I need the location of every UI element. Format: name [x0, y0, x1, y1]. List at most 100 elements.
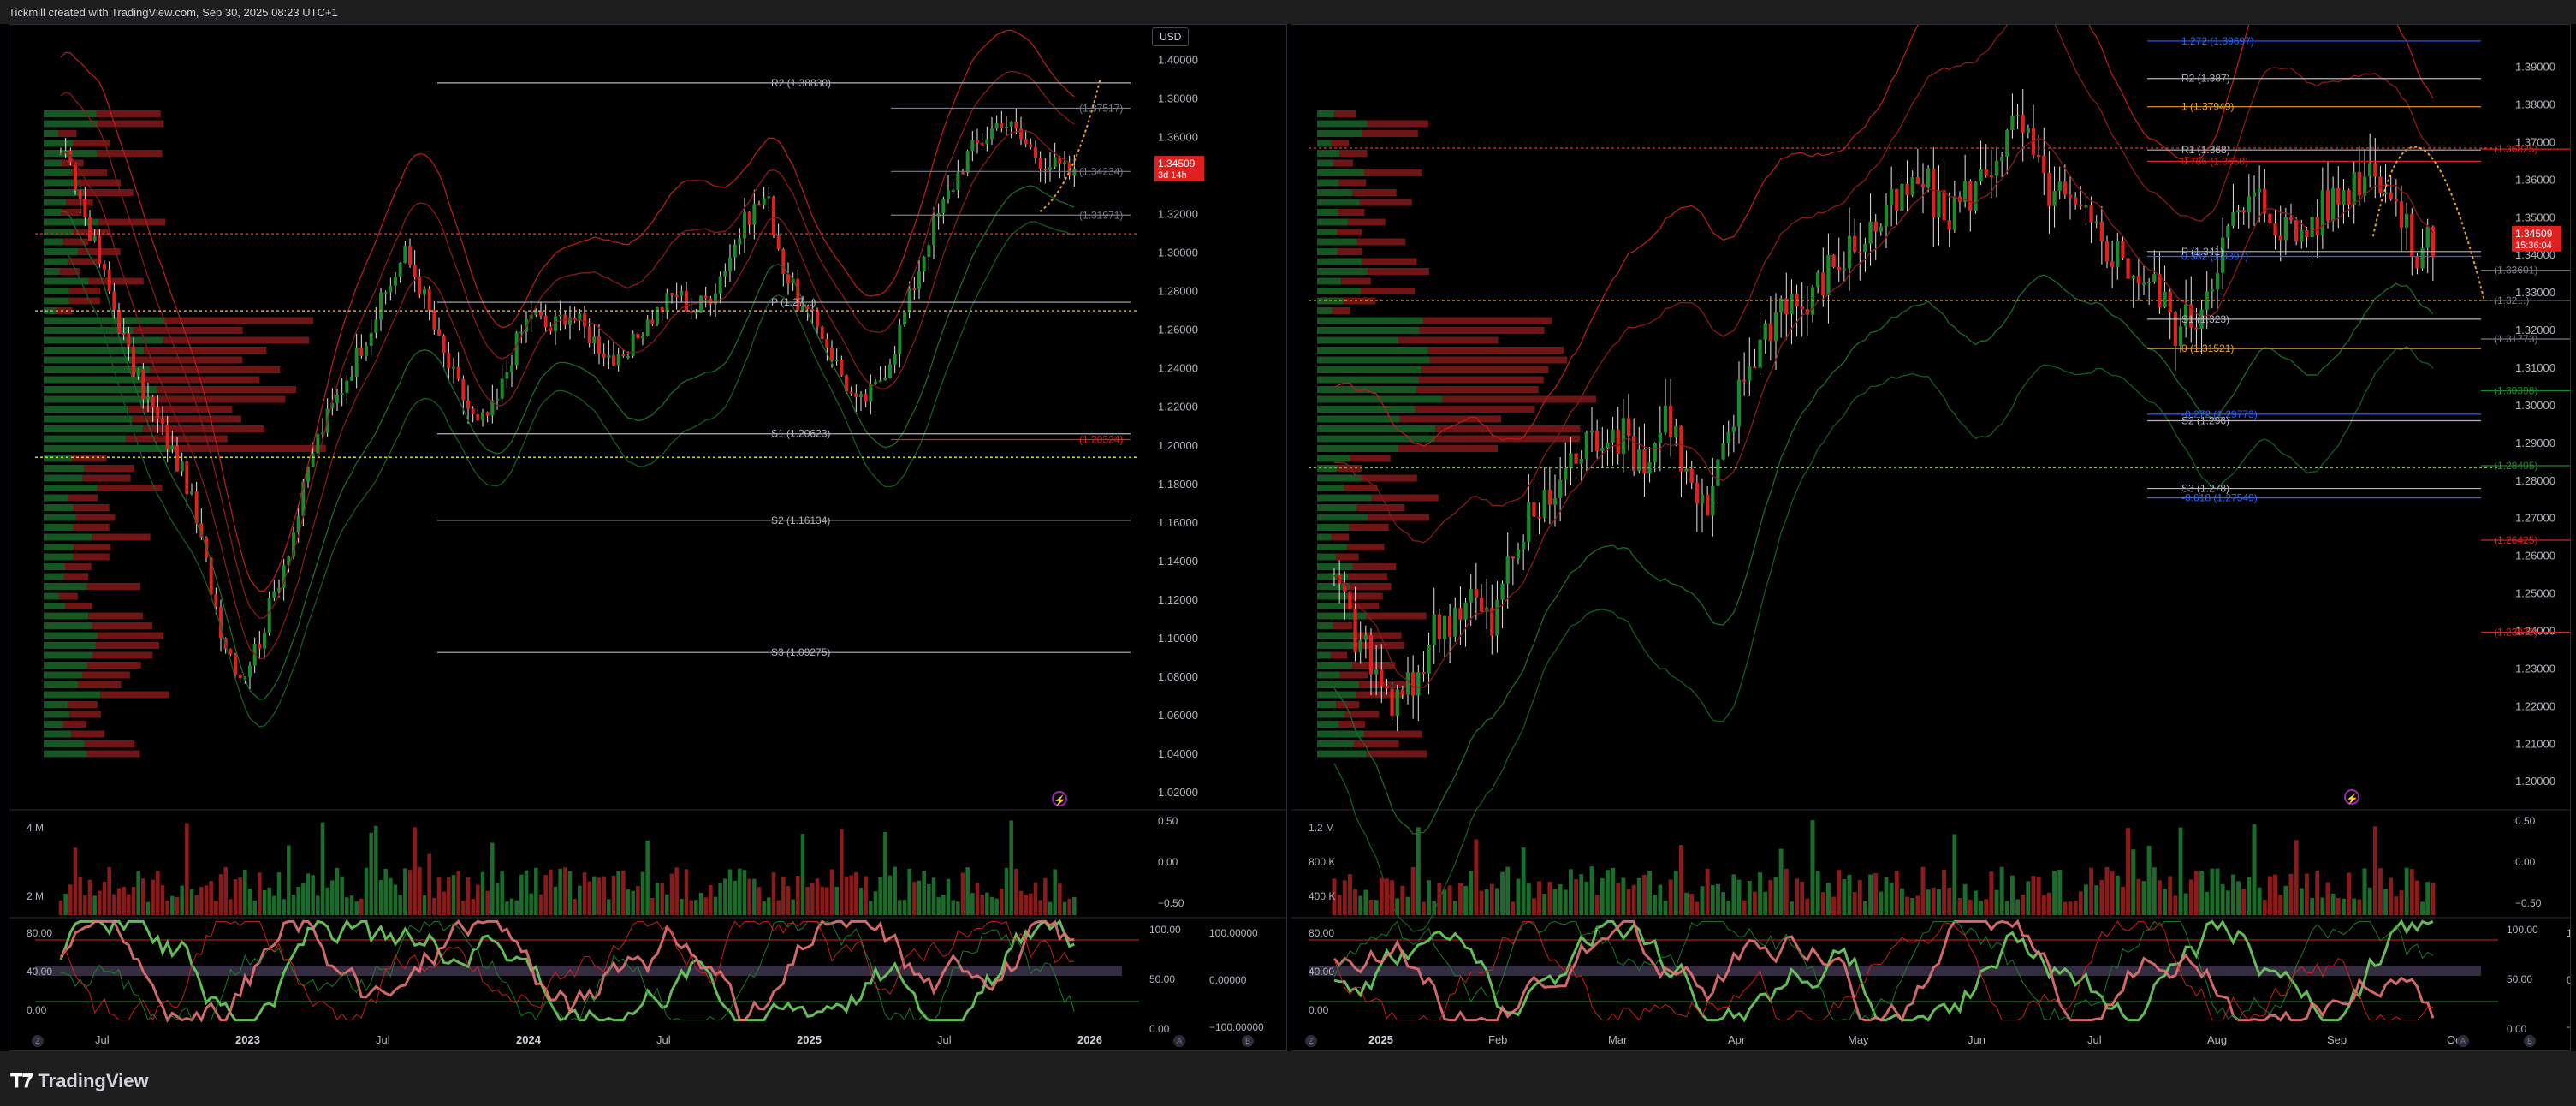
candle-body [1511, 556, 1516, 559]
candle-body [2283, 217, 2288, 241]
volume-bar [1374, 900, 1379, 915]
candle-body [1000, 123, 1004, 128]
candle-body [2415, 256, 2419, 269]
volume-profile-bar [1352, 662, 1396, 669]
candle-body [1968, 181, 1973, 211]
volume-profile-bar [100, 691, 169, 699]
volume-bar [480, 871, 485, 915]
volume-bar [1763, 891, 1768, 915]
flash-icon[interactable]: ⚡ [2344, 789, 2359, 805]
candle-body [485, 412, 490, 416]
candle-body [369, 332, 373, 347]
volume-bar [786, 886, 791, 915]
candle-body [379, 292, 383, 320]
candle-body [2236, 210, 2241, 213]
candle-body [1952, 196, 1957, 230]
volume-bar [68, 884, 73, 915]
volume-profile-bar [1317, 307, 1333, 314]
volume-bar [907, 868, 911, 915]
auto-scale-icon[interactable]: A [2457, 1035, 2469, 1047]
candle-body [141, 368, 145, 400]
volume-profile-bar [44, 474, 83, 482]
volume-profile-bar [88, 277, 144, 285]
left-chart-canvas[interactable]: 1.400001.380001.360001.340001.320001.300… [9, 25, 1287, 1051]
volume-bar [1516, 878, 1521, 915]
countdown-label: 15:36:04 [2515, 241, 2552, 251]
volume-profile-bar [1317, 229, 1338, 235]
auto-scale-icon[interactable]: A [1173, 1035, 1185, 1047]
volume-bar [1484, 889, 1489, 915]
scale-icon[interactable]: B [2524, 1035, 2536, 1047]
candle-body [1410, 672, 1416, 696]
scale-icon[interactable]: B [1242, 1035, 1254, 1047]
volume-bar [485, 890, 490, 915]
volume-bar [1384, 878, 1389, 915]
candle-body [636, 333, 640, 339]
volume-bar [413, 827, 417, 915]
level-label: -0.272 (1.29773) [2181, 408, 2258, 420]
volume-bar [1942, 869, 1947, 915]
left-chart-panel[interactable]: 1.400001.380001.360001.340001.320001.300… [9, 24, 1287, 1051]
volume-bar [2089, 867, 2094, 915]
volume-profile-bar [1419, 376, 1544, 384]
flash-icon[interactable]: ⚡ [1052, 791, 1067, 806]
volume-bar [442, 891, 446, 915]
candle-body [267, 598, 271, 633]
volume-bar [1831, 896, 1837, 915]
volume-bar [1905, 896, 1910, 915]
brand-name: TradingView [38, 1070, 149, 1091]
volume-bar [1405, 896, 1410, 915]
right-chart-panel[interactable]: 1.39000 1.38000 1.37000 1.36000 1.35000 1.340… [1291, 24, 2571, 1051]
candle-body [2210, 289, 2215, 292]
candle-body [932, 216, 935, 246]
zoom-icon[interactable]: Z [32, 1035, 44, 1047]
volume-bar [389, 877, 393, 915]
volume-bar [301, 883, 306, 915]
price-axis-label: 1.28000 [1158, 285, 1198, 298]
volume-profile-bar [1317, 120, 1368, 128]
candle-body [2126, 258, 2130, 279]
volume-profile-bar [144, 347, 267, 354]
volume-bar [2225, 890, 2230, 915]
candle-body [263, 633, 266, 649]
price-axis-label: 1.36000 [1158, 131, 1198, 144]
volume-bar [1432, 901, 1437, 915]
volume-profile-bar [44, 701, 68, 708]
candle-body [461, 378, 466, 401]
volume-profile-bar [1317, 485, 1344, 491]
volume-bar [185, 823, 189, 915]
volume-bar [87, 879, 92, 915]
volume-profile-bar [157, 386, 297, 393]
candle-body [825, 339, 829, 348]
volume-bar [2215, 868, 2220, 915]
candle-body [772, 196, 775, 236]
volume-profile-bar [170, 445, 326, 452]
right-chart-canvas[interactable]: 1.39000 1.38000 1.37000 1.36000 1.35000 1.340… [1291, 25, 2571, 1051]
volume-bar [102, 882, 107, 915]
volume-profile-bar [44, 533, 92, 541]
volume-profile-bar [1331, 533, 1350, 541]
volume-profile-bar [44, 248, 79, 255]
volume-bar [378, 880, 383, 915]
candle-body [238, 675, 242, 679]
candle-body [214, 594, 218, 608]
volume-profile-bar [1364, 169, 1422, 176]
currency-button[interactable]: USD [1152, 27, 1190, 46]
volume-profile-bar [1349, 524, 1389, 531]
candle-body [1847, 235, 1852, 269]
volume-profile-bar [1421, 366, 1549, 373]
price-axis-label: 1.10000 [1158, 632, 1198, 645]
volume-bar [276, 872, 282, 915]
volume-profile-bar [68, 494, 98, 502]
volume-profile-bar [44, 485, 98, 491]
volume-profile-bar [1317, 514, 1368, 521]
oscillator-axis-right-label: 100.00 [2507, 924, 2538, 936]
candle-body [1674, 425, 1678, 437]
candle-body [1915, 177, 1920, 185]
candle-body [1453, 608, 1457, 637]
zoom-icon[interactable]: Z [1305, 1035, 1317, 1047]
volume-bar [1668, 879, 1673, 915]
volume-bar [2057, 870, 2063, 915]
volume-profile-bar [82, 671, 130, 679]
time-axis-label: Jul [937, 1033, 952, 1046]
